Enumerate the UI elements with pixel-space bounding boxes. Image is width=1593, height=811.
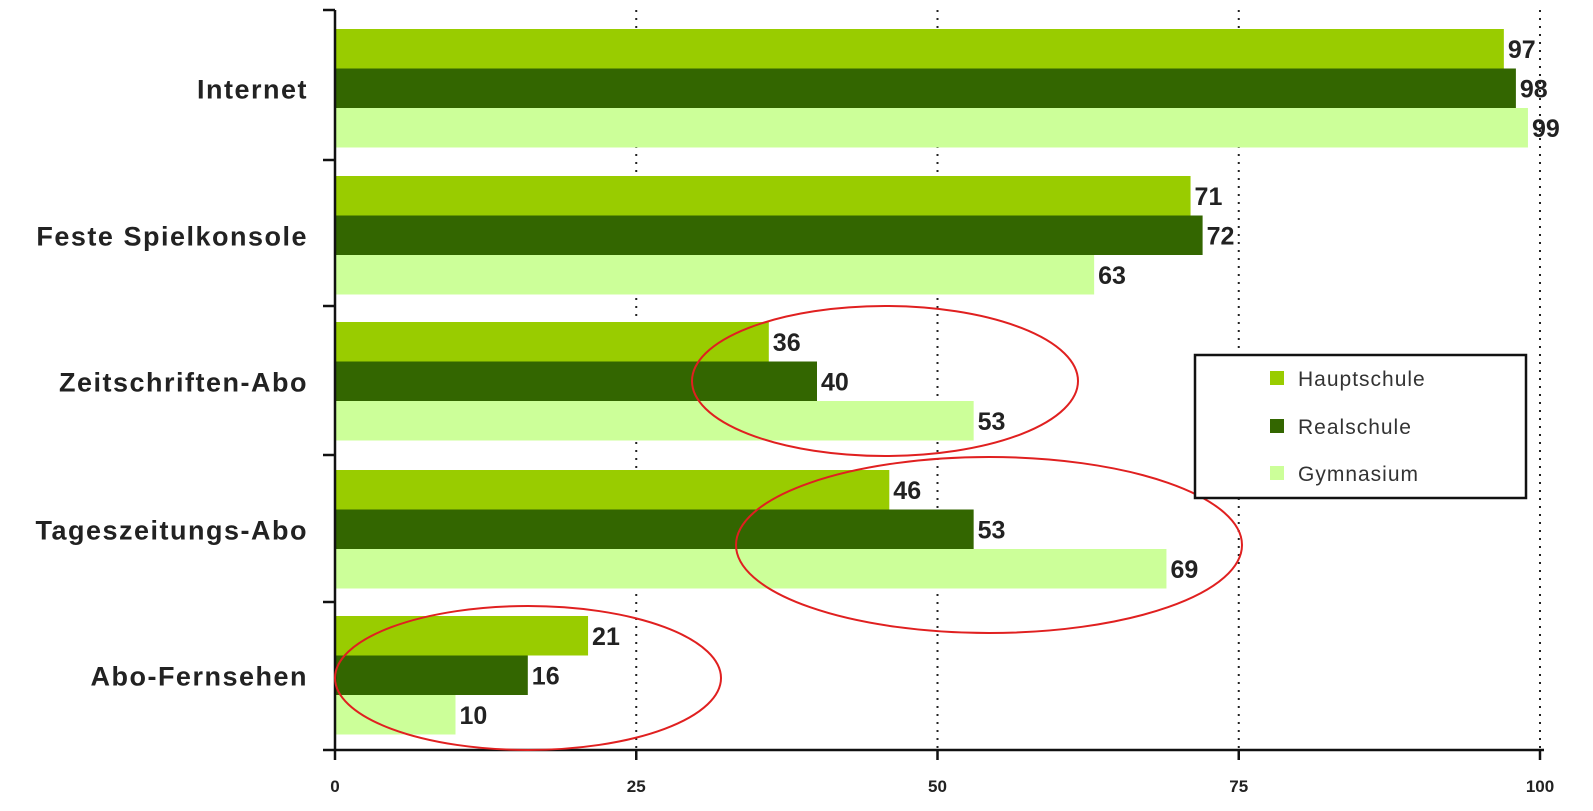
legend: Hauptschule Realschule Gymnasium (1193, 353, 1528, 500)
highlight-ellipse-3 (334, 605, 722, 751)
x-tick-label-50: 50 (928, 777, 947, 796)
value-label-hauptschule-3: 36 (773, 329, 801, 357)
value-label-hauptschule-1: 97 (1508, 36, 1536, 64)
value-label-gymnasium-5: 10 (460, 702, 488, 730)
annotation-layer (334, 305, 1243, 751)
x-tick-label-75: 75 (1229, 777, 1248, 796)
x-tick-label-0: 0 (330, 777, 339, 796)
bar-gymnasium-4 (335, 549, 1167, 589)
bar-hauptschule-5 (335, 616, 589, 656)
value-label-hauptschule-4: 46 (893, 477, 921, 505)
bar-hauptschule-1 (335, 29, 1504, 69)
legend-label-gymnasium: Gymnasium (1298, 463, 1419, 486)
legend-swatch-realschule (1270, 419, 1284, 433)
legend-swatch-gymnasium (1270, 466, 1284, 480)
category-label-2: Feste Spielkonsole (36, 221, 308, 251)
category-label-1: Internet (197, 74, 308, 104)
value-label-gymnasium-1: 99 (1532, 115, 1560, 143)
value-label-gymnasium-4: 69 (1170, 556, 1198, 584)
bar-gymnasium-5 (335, 695, 456, 735)
bar-realschule-4 (335, 509, 974, 549)
value-label-realschule-2: 72 (1207, 222, 1235, 250)
legend-swatch-hauptschule (1270, 371, 1284, 385)
category-label-5: Abo-Fernsehen (90, 661, 308, 691)
highlight-ellipse-2 (735, 456, 1243, 634)
labels-layer: 97 98 99 Internet 71 72 63 Feste Spielkonsole 36… (35, 36, 1559, 730)
highlight-ellipse-1 (691, 305, 1079, 457)
bar-hauptschule-4 (335, 470, 890, 510)
bar-realschule-5 (335, 655, 528, 695)
value-label-realschule-4: 53 (978, 516, 1006, 544)
legend-box (1193, 353, 1528, 500)
value-label-realschule-1: 98 (1520, 75, 1548, 103)
x-tick-label-25: 25 (627, 777, 646, 796)
value-label-realschule-5: 16 (532, 662, 560, 690)
bar-realschule-3 (335, 361, 817, 401)
bar-realschule-1 (335, 68, 1516, 108)
bar-gymnasium-1 (335, 108, 1528, 148)
bar-realschule-2 (335, 215, 1203, 255)
value-label-gymnasium-2: 63 (1098, 262, 1126, 290)
value-label-gymnasium-3: 53 (978, 408, 1006, 436)
value-label-hauptschule-2: 71 (1195, 183, 1223, 211)
value-label-hauptschule-5: 21 (592, 623, 620, 651)
bars-layer (335, 29, 1528, 735)
legend-label-realschule: Realschule (1298, 416, 1412, 439)
value-label-realschule-3: 40 (821, 368, 849, 396)
x-tick-label-100: 100 (1526, 777, 1554, 796)
category-label-3: Zeitschriften-Abo (59, 367, 308, 397)
bar-hauptschule-3 (335, 322, 769, 362)
bar-gymnasium-2 (335, 255, 1095, 295)
bar-hauptschule-2 (335, 176, 1191, 216)
bar-gymnasium-3 (335, 401, 974, 441)
legend-label-hauptschule: Hauptschule (1298, 368, 1426, 391)
category-label-4: Tageszeitungs-Abo (35, 515, 308, 545)
